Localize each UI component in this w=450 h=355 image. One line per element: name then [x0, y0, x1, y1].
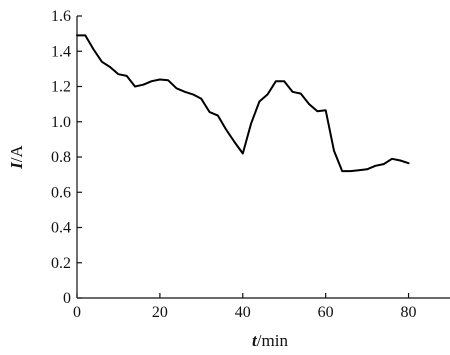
y-tick-label: 1.2: [51, 79, 71, 96]
y-tick-label: 1.6: [51, 8, 71, 25]
x-tick-label: 40: [235, 304, 251, 321]
x-tick-label: 0: [73, 304, 81, 321]
x-axis-label: t/min: [252, 331, 288, 350]
y-tick-label: 1.0: [51, 114, 71, 131]
y-ticks: 0 0.2 0.4 0.6 0.8 1.0 1.2 1.4 1.6: [51, 8, 82, 307]
y-tick-label: 0: [63, 290, 71, 307]
series-line: [76, 34, 410, 173]
y-axis-label: I/A: [7, 144, 26, 169]
y-tick-label: 1.4: [51, 43, 71, 60]
x-tick-label: 20: [152, 304, 168, 321]
axes: [76, 16, 450, 299]
y-tick-label: 0.4: [51, 220, 71, 237]
x-tick-label: 60: [318, 304, 334, 321]
series-group: [76, 34, 410, 173]
x-ticks: 0 20 40 60 80: [73, 293, 417, 321]
y-tick-label: 0.6: [51, 184, 71, 201]
y-tick-label: 0.2: [51, 255, 71, 272]
x-tick-label: 80: [401, 304, 417, 321]
y-tick-label: 0.8: [51, 149, 71, 166]
